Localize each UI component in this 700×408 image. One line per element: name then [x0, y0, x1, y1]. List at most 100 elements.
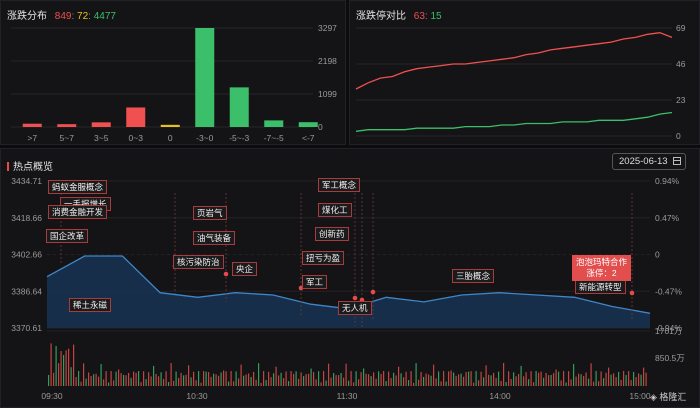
concept-tag[interactable]: 三胎概念 — [452, 269, 495, 283]
volume-bar — [628, 371, 630, 386]
distribution-title-row: 涨跌分布 849: 72: 4477 — [7, 11, 116, 22]
volume-bar — [260, 382, 262, 386]
volume-bar — [153, 365, 155, 386]
y-right-label: 0.47% — [655, 213, 680, 223]
volume-bar — [495, 377, 497, 386]
volume-bar — [625, 374, 627, 386]
date-picker[interactable]: 2025-06-13 — [612, 153, 686, 170]
volume-bar — [620, 379, 622, 386]
concept-tag[interactable]: 蚂蚁金服概念 — [48, 180, 108, 194]
bar — [264, 120, 284, 127]
volume-bar — [330, 377, 332, 386]
volume-bar — [325, 380, 327, 386]
concept-tag[interactable]: 煤化工 — [318, 203, 352, 217]
volume-bar — [543, 377, 545, 386]
volume-bar — [503, 363, 505, 386]
volume-bar — [203, 371, 205, 386]
volume-bar — [110, 371, 112, 386]
volume-bar — [463, 376, 465, 386]
concept-tag[interactable]: 央企 — [232, 262, 258, 276]
volume-bar — [555, 369, 557, 386]
volume-bar — [343, 377, 345, 386]
volume-bar — [345, 363, 347, 386]
volume-bar — [553, 373, 555, 386]
volume-bar — [548, 375, 550, 386]
volume-bar — [210, 376, 212, 386]
concept-tag[interactable]: 军工 — [302, 275, 328, 289]
concept-tag[interactable]: 无人机 — [338, 301, 372, 315]
volume-bar — [278, 375, 280, 386]
volume-bar — [353, 382, 355, 386]
volume-bar — [80, 381, 82, 386]
x-tick-label: 09:30 — [41, 391, 63, 401]
volume-bar — [375, 378, 377, 386]
volume-bar — [253, 371, 255, 386]
concept-tag[interactable]: 页岩气 — [193, 206, 227, 220]
volume-bar — [545, 372, 547, 386]
concept-tag[interactable]: 新能源转型 — [575, 280, 626, 294]
tag-dot — [629, 290, 635, 296]
volume-bar — [73, 344, 75, 386]
y-tick-label: 0 — [318, 122, 323, 132]
bar — [126, 107, 146, 127]
volume-bar — [68, 348, 70, 386]
concept-tag[interactable]: 国企改革 — [46, 229, 89, 243]
concept-tag[interactable]: 油气装备 — [193, 231, 236, 245]
volume-bar — [488, 374, 490, 386]
y-tick-label: 0 — [676, 131, 681, 141]
flat-count: 72 — [77, 11, 89, 22]
volume-bar — [208, 372, 210, 386]
distribution-title: 涨跌分布 — [7, 11, 47, 22]
volume-bar — [293, 373, 295, 386]
volume-bar — [85, 378, 87, 386]
y-tick-label: 1099 — [318, 89, 337, 99]
y-tick-label: 69 — [676, 23, 686, 33]
volume-bar — [285, 371, 287, 386]
volume-bar — [505, 382, 507, 386]
volume-bar — [458, 374, 460, 386]
volume-bar — [578, 373, 580, 386]
concept-tag[interactable]: 消费金融开发 — [48, 205, 108, 219]
volume-bar — [403, 377, 405, 386]
calendar-icon[interactable] — [673, 157, 681, 165]
volume-bar — [135, 372, 137, 386]
volume-bar — [170, 363, 172, 386]
volume-bar — [535, 371, 537, 386]
volume-bar — [130, 377, 132, 386]
volume-bar — [428, 374, 430, 386]
volume-bar — [93, 374, 95, 386]
volume-bar — [220, 372, 222, 386]
x-tick-label: 0~3 — [129, 133, 144, 143]
volume-bar — [313, 372, 315, 386]
volume-bar — [140, 382, 142, 386]
concept-tag[interactable]: 军工概念 — [318, 178, 361, 192]
concept-tag[interactable]: 扭亏为盈 — [302, 251, 345, 265]
volume-bar — [618, 371, 620, 386]
volume-bar — [298, 378, 300, 386]
volume-bar — [368, 374, 370, 386]
volume-bar — [453, 372, 455, 386]
volume-bar — [248, 373, 250, 386]
volume-bar — [200, 382, 202, 386]
volume-bar — [398, 366, 400, 386]
volume-bar — [423, 376, 425, 386]
concept-tag[interactable]: 创新药 — [315, 227, 349, 241]
x-tick-label: -5~-3 — [229, 133, 249, 143]
volume-max-label: 1701万 — [655, 326, 682, 336]
volume-bar — [623, 371, 625, 386]
volume-bar — [455, 375, 457, 386]
volume-bar — [223, 370, 225, 386]
volume-bar — [115, 371, 117, 386]
volume-bar — [295, 371, 297, 386]
limit-up-line — [355, 32, 673, 90]
volume-bar — [640, 374, 642, 386]
volume-bar — [318, 371, 320, 386]
hot-concept-tag[interactable]: 泡泡玛特合作 涨停：2 — [572, 255, 632, 281]
concept-tag[interactable]: 核污染防治 — [173, 255, 224, 269]
y-right-label: 0 — [655, 250, 660, 260]
volume-bar — [448, 371, 450, 386]
y-tick-label: 46 — [676, 59, 686, 69]
concept-tag[interactable]: 稀土永磁 — [69, 298, 112, 312]
y-right-label: -0.94% — [655, 323, 682, 333]
volume-bar — [563, 371, 565, 386]
